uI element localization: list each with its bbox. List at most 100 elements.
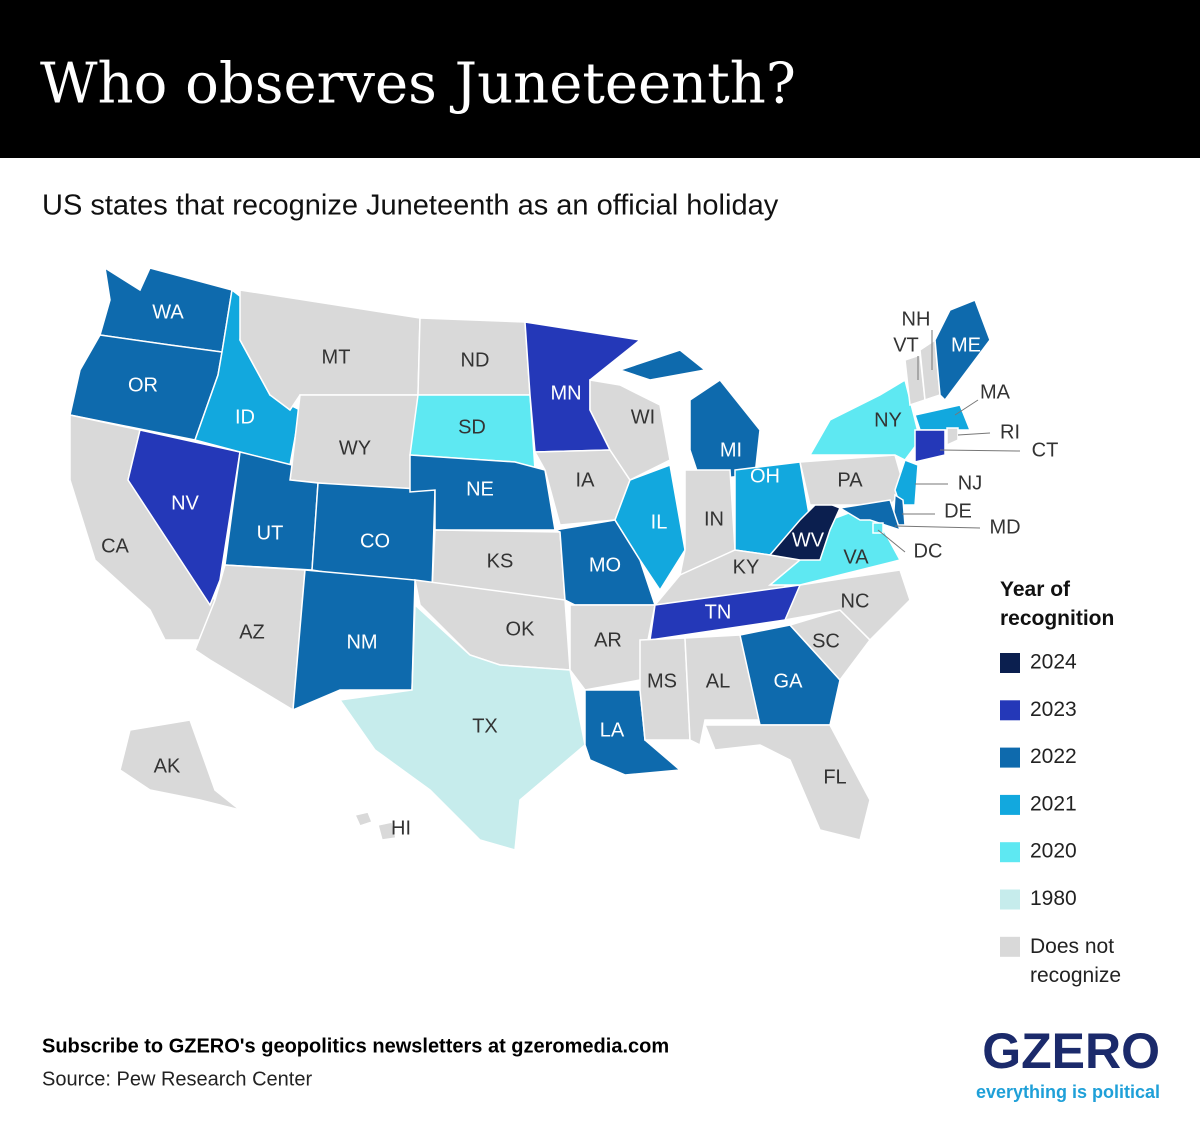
state-label: DE	[944, 500, 972, 522]
state-label: WY	[339, 437, 371, 459]
title: Who observes Juneteenth?	[40, 52, 796, 117]
map: WA OR CA NV ID MT WY UT CO AZ NM ND SD NE KS OK TX MN IA MO…	[69, 266, 1059, 851]
state-label: MI	[720, 439, 742, 461]
logo: GZERO	[982, 1023, 1160, 1079]
state-label: NE	[466, 478, 494, 500]
state-label: OK	[506, 618, 536, 640]
state-label: GA	[774, 670, 804, 692]
leader-line	[957, 432, 991, 436]
state-label: UT	[257, 522, 284, 544]
legend-label: 1980	[1030, 887, 1077, 910]
state-shape	[292, 569, 416, 712]
state-shape	[894, 459, 919, 506]
leader-line	[877, 529, 906, 553]
state-label: CA	[101, 535, 129, 557]
state-label: TN	[705, 601, 732, 623]
state-label: NM	[346, 631, 377, 653]
state-label: LA	[600, 719, 625, 741]
state-shape	[783, 569, 911, 642]
state-shape	[338, 603, 586, 851]
state-label: WA	[152, 301, 184, 323]
state-shape	[808, 378, 921, 461]
subscribe-note: Subscribe to GZERO's geopolitics newslet…	[42, 1035, 669, 1057]
legend-swatch	[1000, 842, 1020, 863]
state-label: ME	[951, 334, 981, 356]
legend-label: 2024	[1030, 651, 1077, 674]
state-label: MO	[589, 554, 621, 576]
state-label: AZ	[239, 621, 265, 643]
state-label: SD	[458, 416, 486, 438]
state-shape	[739, 624, 841, 726]
state-label: ND	[461, 349, 490, 371]
state-label: WV	[792, 529, 825, 551]
legend-swatch	[1000, 794, 1020, 815]
state-label: MD	[989, 516, 1020, 538]
state-label: MT	[322, 346, 351, 368]
state-label: VA	[843, 546, 869, 568]
state-label: RI	[1000, 421, 1020, 443]
state-label: CO	[360, 530, 390, 552]
state-label: VT	[893, 334, 919, 356]
state-label: KS	[487, 550, 514, 572]
leader-line	[939, 449, 1021, 452]
logo-tagline: everything is political	[976, 1082, 1160, 1102]
state-label: TX	[472, 715, 498, 737]
subtitle: US states that recognize Juneteenth as a…	[42, 190, 779, 222]
state-label: AR	[594, 629, 622, 651]
legend-swatch	[1000, 889, 1020, 910]
state-label: NV	[171, 492, 199, 514]
state-shape	[119, 719, 241, 811]
state-shape	[127, 429, 241, 607]
source: Source: Pew Research Center	[42, 1068, 312, 1090]
legend-label: Does not recognize	[1030, 934, 1121, 986]
legend-label: 2020	[1030, 840, 1077, 863]
state-label: HI	[391, 817, 411, 839]
state-shape	[353, 811, 397, 841]
state-shape	[703, 724, 871, 841]
state-label: CT	[1032, 439, 1059, 461]
state-shape	[569, 604, 656, 691]
title-bar	[0, 0, 1200, 158]
state-label: ID	[235, 406, 255, 428]
state-label: NY	[874, 409, 902, 431]
legend-swatch	[1000, 700, 1020, 721]
state-label: KY	[733, 556, 760, 578]
legend-swatch	[1000, 653, 1020, 673]
state-label: MS	[647, 670, 677, 692]
state-label: FL	[823, 766, 846, 788]
state-label: OH	[750, 465, 780, 487]
state-shape	[639, 637, 691, 741]
state-shape	[914, 429, 946, 463]
state-label: IL	[651, 511, 668, 533]
state-label: SC	[812, 630, 840, 652]
legend-label: 2022	[1030, 745, 1077, 768]
legend-swatch	[1000, 747, 1020, 768]
state-shape	[914, 404, 972, 431]
state-label: AK	[154, 755, 181, 777]
legend: Year of recognition 2024 2023 2022 2021 2020 19…	[1000, 578, 1121, 986]
state-label: DC	[914, 540, 943, 562]
state-label: IN	[704, 508, 724, 530]
state-shape	[872, 522, 884, 534]
state-shape	[614, 463, 686, 592]
state-label: NC	[841, 590, 870, 612]
legend-label: 2023	[1030, 698, 1077, 721]
state-label: PA	[837, 469, 863, 491]
state-label: MN	[550, 382, 581, 404]
state-shape	[409, 454, 556, 531]
legend-swatch	[1000, 936, 1020, 957]
leader-line	[894, 525, 981, 529]
state-label: IA	[576, 469, 596, 491]
state-shape	[934, 299, 991, 402]
state-shape	[768, 499, 842, 561]
legend-label: 2021	[1030, 792, 1077, 815]
leader-line	[954, 399, 979, 416]
state-label: MA	[980, 381, 1011, 403]
state-shape	[589, 379, 671, 481]
state-label: WI	[631, 406, 655, 428]
legend-title: Year of recognition	[1000, 578, 1114, 630]
state-label: AL	[706, 670, 730, 692]
state-label: OR	[128, 374, 158, 396]
